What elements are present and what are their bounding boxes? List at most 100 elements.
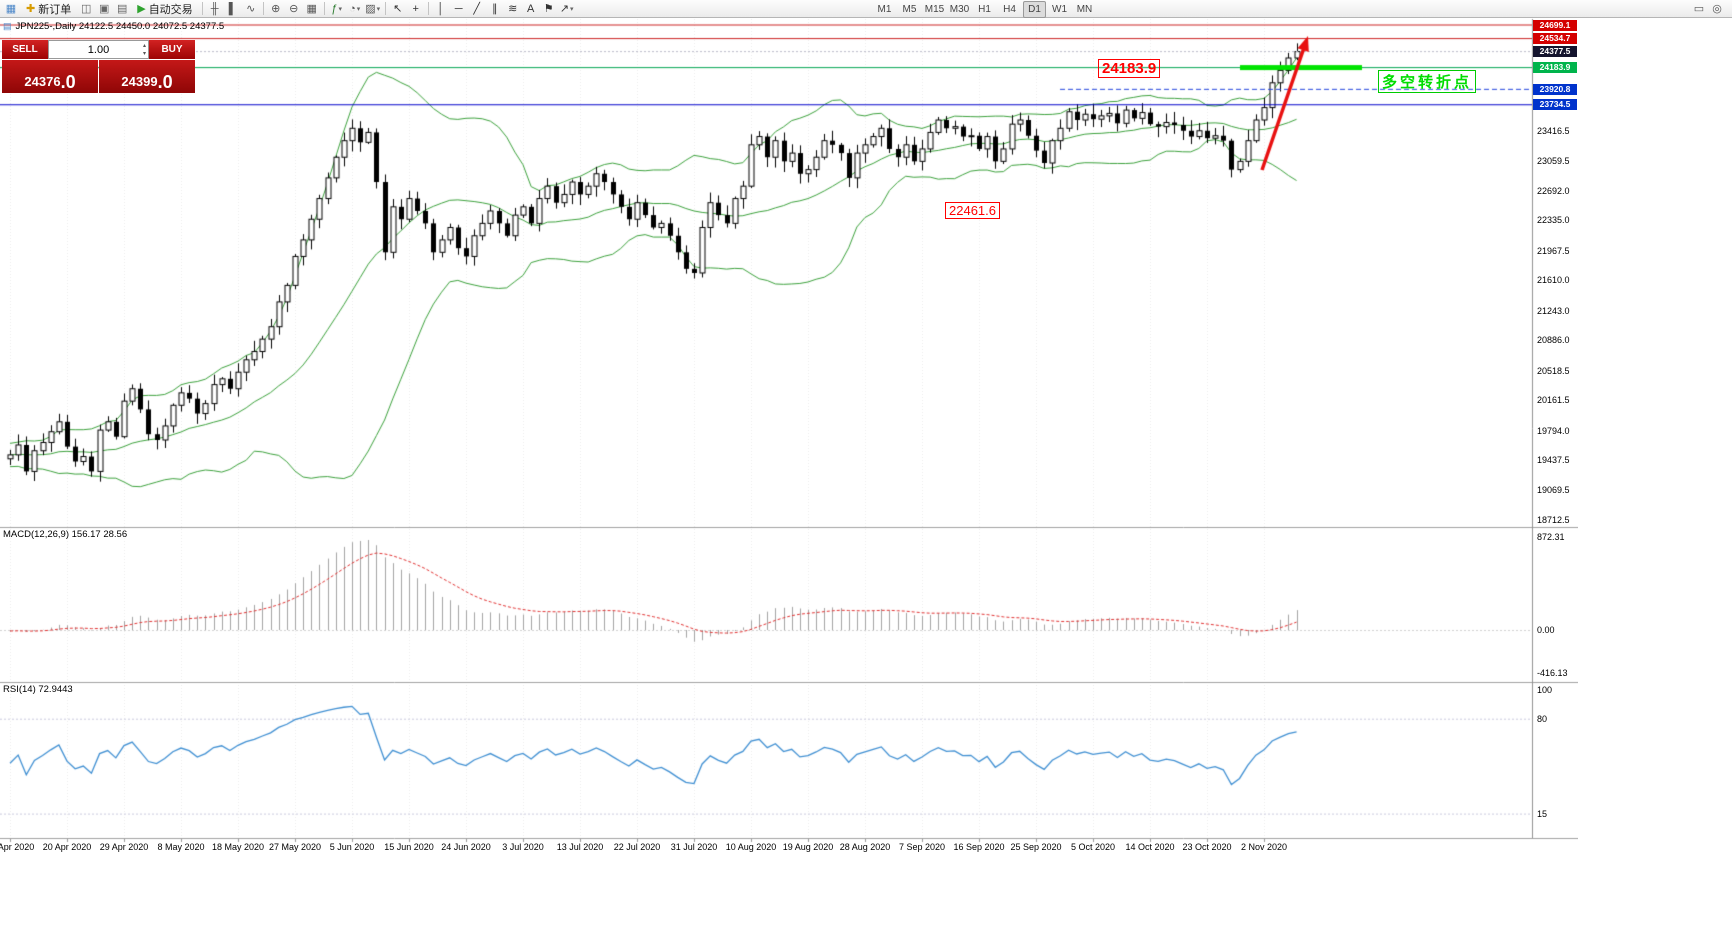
date-axis-label: 7 Sep 2020 xyxy=(898,842,946,852)
cursor-icon[interactable]: ↖ xyxy=(389,1,407,16)
chart-icon: ▤ xyxy=(3,21,12,31)
volume-input[interactable]: 1.00 ▴ ▾ xyxy=(48,40,149,59)
stepper-down-icon[interactable]: ▾ xyxy=(142,51,146,57)
window-arrange-icon[interactable]: ▭ xyxy=(1693,3,1705,15)
indicators-icon[interactable]: ƒ ▾ xyxy=(328,1,346,16)
price-tag-23734.5: 23734.5 xyxy=(1533,99,1577,111)
timeframe-mn[interactable]: MN xyxy=(1076,4,1093,15)
market-watch-icon[interactable]: ▤ xyxy=(113,1,131,16)
auto-trading-button-label: 自动交易 xyxy=(148,3,193,16)
periods-icon-dropdown-icon[interactable]: ▾ xyxy=(356,5,361,13)
date-axis-label: 20 Apr 2020 xyxy=(42,842,92,852)
label-icon[interactable]: ⚑ xyxy=(540,1,558,16)
price-axis-tick: 22335.0 xyxy=(1537,215,1570,226)
timeframe-h4[interactable]: H4 xyxy=(1003,4,1016,15)
buy-price[interactable]: 24399.0 xyxy=(99,60,195,93)
trendline-icon[interactable]: ╱ xyxy=(468,1,486,16)
ohlc-bars-icon[interactable]: ╫ xyxy=(206,1,224,16)
annotation-support-level[interactable]: 22461.6 xyxy=(945,202,1000,219)
price-axis-tick: 21243.0 xyxy=(1537,305,1570,316)
zoom-out-icon[interactable]: ⊖ xyxy=(285,1,303,16)
price-tag-24377.5: 24377.5 xyxy=(1533,46,1577,58)
zoom-in-icon-glyph: ⊕ xyxy=(271,3,281,15)
rsi-axis-tick: 80 xyxy=(1537,714,1548,725)
candlestick-icon[interactable]: ▌ xyxy=(224,1,242,16)
volume-value: 1.00 xyxy=(87,43,110,56)
date-axis-label: 18 May 2020 xyxy=(211,842,265,852)
fibonacci-icon[interactable]: ≋ xyxy=(504,1,522,16)
line-chart-icon[interactable]: ∿ xyxy=(242,1,260,16)
timeframe-m5[interactable]: M5 xyxy=(902,4,917,15)
indicators-icon-dropdown-icon[interactable]: ▾ xyxy=(338,5,342,13)
tile-windows-icon[interactable]: ▦ xyxy=(303,1,321,16)
date-axis-label: 16 Sep 2020 xyxy=(953,842,1005,852)
buy-button[interactable]: BUY xyxy=(149,40,195,59)
zoom-in-icon[interactable]: ⊕ xyxy=(267,1,285,16)
date-axis-label: 29 Apr 2020 xyxy=(99,842,149,852)
chart-canvas[interactable] xyxy=(0,0,1578,860)
arrows-icon[interactable]: ↗ ▾ xyxy=(558,1,576,16)
text-icon-glyph: A xyxy=(527,2,535,15)
rsi-label: RSI(14) 72.9443 xyxy=(3,684,73,695)
price-row: 24376.0 24399.0 xyxy=(2,60,195,93)
toolbar-separator xyxy=(201,2,203,15)
charts-icon[interactable]: ▣ xyxy=(95,1,113,16)
channel-icon[interactable]: ∥ xyxy=(486,1,504,16)
timeframe-d1[interactable]: D1 xyxy=(1023,1,1046,18)
rsi-axis-tick: 100 xyxy=(1537,685,1553,695)
date-axis-label: 23 Oct 2020 xyxy=(1182,842,1232,852)
templates-icon[interactable]: ▨ ▾ xyxy=(364,1,382,16)
toolbar-left-group: ▦ ✚ 新订单 ◫ ▣ ▤ ▶ 自动交易 ╫ ▌ ∿ ⊕ ⊖ ▦ ƒ ▾ ◔ ▾ ▨ ▾ ↖ + │ ─ ╱ ∥ ≋ A ⚑ ↗ ▾ xyxy=(2,0,576,17)
profiles-icon[interactable]: ◫ xyxy=(77,1,95,16)
text-icon[interactable]: A xyxy=(522,1,540,16)
crosshair-icon-glyph: + xyxy=(412,2,419,15)
sell-button[interactable]: SELL xyxy=(2,40,48,59)
timeframe-w1[interactable]: W1 xyxy=(1052,4,1067,15)
one-click-trading-panel: SELL 1.00 ▴ ▾ BUY 24376.0 24399.0 xyxy=(2,40,195,93)
stepper-up-icon[interactable]: ▴ xyxy=(142,43,146,49)
channel-icon-glyph: ∥ xyxy=(491,3,498,15)
annotation-turning-point[interactable]: 多空转折点 xyxy=(1378,70,1477,93)
periods-icon-glyph: ◔ xyxy=(349,2,356,15)
auto-trading-button[interactable]: ▶ 自动交易 xyxy=(131,1,198,16)
templates-icon-dropdown-icon[interactable]: ▾ xyxy=(376,5,381,13)
indicators-icon-glyph: ƒ xyxy=(331,2,338,15)
crosshair-icon[interactable]: + xyxy=(407,1,425,16)
price-axis-tick: 23059.5 xyxy=(1537,155,1570,166)
new-order-button[interactable]: ✚ 新订单 xyxy=(20,1,77,16)
help-search-icon[interactable]: ◎ xyxy=(1712,3,1722,15)
volume-stepper[interactable]: ▴ ▾ xyxy=(143,42,146,58)
cursor-icon-glyph: ↖ xyxy=(393,3,403,15)
price-tag-24699.1: 24699.1 xyxy=(1533,19,1577,31)
horizontal-line-icon[interactable]: ─ xyxy=(450,1,468,16)
date-axis-label: 13 Jul 2020 xyxy=(556,842,604,852)
zoom-out-icon-glyph: ⊖ xyxy=(289,3,299,15)
date-axis-label: 27 May 2020 xyxy=(268,842,322,852)
charts-icon-glyph: ▣ xyxy=(99,3,110,15)
timeframe-m15[interactable]: M15 xyxy=(924,4,945,15)
date-axis-label: 28 Aug 2020 xyxy=(839,842,891,852)
date-axis-label: 31 Jul 2020 xyxy=(670,842,718,852)
toolbar: ▦ ✚ 新订单 ◫ ▣ ▤ ▶ 自动交易 ╫ ▌ ∿ ⊕ ⊖ ▦ ƒ ▾ ◔ ▾ ▨ ▾ ↖ + │ ─ ╱ ∥ ≋ A ⚑ ↗ ▾ M1 M… xyxy=(0,0,1732,18)
sell-price-frac: .0 xyxy=(60,72,76,92)
date-axis-label: 10 Aug 2020 xyxy=(725,842,777,852)
vertical-line-icon[interactable]: │ xyxy=(432,1,450,16)
date-axis-label: 8 May 2020 xyxy=(157,842,205,852)
date-axis-label: 24 Jun 2020 xyxy=(441,842,491,852)
arrows-icon-dropdown-icon[interactable]: ▾ xyxy=(570,5,574,13)
chart-window-icon[interactable]: ▦ xyxy=(2,1,20,16)
date-axis-label: 25 Sep 2020 xyxy=(1010,842,1062,852)
toolbar-separator xyxy=(427,2,429,15)
date-axis-label: 15 Jun 2020 xyxy=(384,842,434,852)
date-axis-label: 14 Oct 2020 xyxy=(1125,842,1175,852)
timeframe-m30[interactable]: M30 xyxy=(949,4,970,15)
price-axis-tick: 19794.0 xyxy=(1537,425,1570,436)
timeframe-h1[interactable]: H1 xyxy=(978,4,991,15)
trendline-icon-glyph: ╱ xyxy=(473,3,480,15)
label-icon-glyph: ⚑ xyxy=(543,3,554,15)
annotation-resistance-level[interactable]: 24183.9 xyxy=(1098,59,1161,78)
timeframe-m1[interactable]: M1 xyxy=(877,4,892,15)
sell-price[interactable]: 24376.0 xyxy=(2,60,98,93)
toolbar-separator xyxy=(384,2,386,15)
periods-icon[interactable]: ◔ ▾ xyxy=(346,1,364,16)
